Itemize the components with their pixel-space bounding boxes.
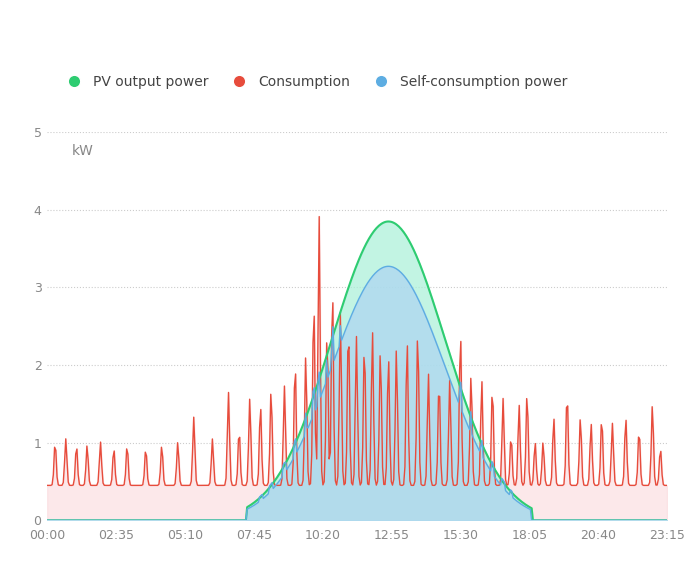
Legend: PV output power, Consumption, Self-consumption power: PV output power, Consumption, Self-consu… — [54, 69, 573, 94]
Text: kW: kW — [72, 144, 94, 158]
